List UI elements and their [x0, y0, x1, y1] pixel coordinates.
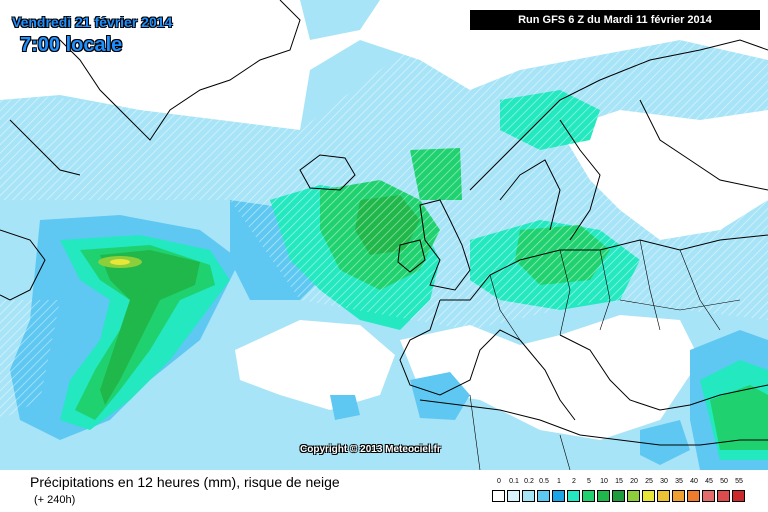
- legend-swatch: [582, 490, 595, 502]
- snow-risk-hatch: [0, 40, 768, 330]
- legend-label: 0.5: [539, 478, 549, 485]
- legend-label: 0: [497, 478, 501, 485]
- coastlines: [0, 0, 768, 470]
- legend-label: 5: [587, 478, 591, 485]
- forecast-time: 7:00 locale: [20, 34, 123, 56]
- legend-swatch: [492, 490, 505, 502]
- legend-label: 45: [705, 478, 713, 485]
- legend-swatch: [672, 490, 685, 502]
- legend-swatch: [732, 490, 745, 502]
- snow-risk-hatch-west: [0, 300, 60, 420]
- legend-swatch: [567, 490, 580, 502]
- legend-swatch: [687, 490, 700, 502]
- legend-label: 2: [572, 478, 576, 485]
- legend-label: 30: [660, 478, 668, 485]
- legend-swatch: [552, 490, 565, 502]
- legend-swatch: [522, 490, 535, 502]
- forecast-date: Vendredi 21 février 2014: [12, 14, 173, 30]
- precip-peak-spot: [110, 259, 130, 265]
- legend-swatch: [627, 490, 640, 502]
- legend-swatch: [657, 490, 670, 502]
- footer: Précipitations en 12 heures (mm), risque…: [0, 470, 768, 512]
- legend-swatch: [597, 490, 610, 502]
- copyright-notice: Copyright © 2013 Meteociel.fr: [300, 444, 441, 455]
- legend-swatch: [642, 490, 655, 502]
- precipitation-map: Vendredi 21 février 2014 7:00 locale Run…: [0, 0, 768, 470]
- legend-label: 20: [630, 478, 638, 485]
- legend-label: 15: [615, 478, 623, 485]
- legend-label: 1: [557, 478, 561, 485]
- legend-label: 25: [645, 478, 653, 485]
- legend-swatch: [717, 490, 730, 502]
- legend-label: 35: [675, 478, 683, 485]
- legend-label: 50: [720, 478, 728, 485]
- run-info-banner: Run GFS 6 Z du Mardi 11 février 2014: [470, 10, 760, 30]
- legend-label: 10: [600, 478, 608, 485]
- legend-swatch: [702, 490, 715, 502]
- legend-label: 0.2: [524, 478, 534, 485]
- legend-swatch: [537, 490, 550, 502]
- legend-swatch: [612, 490, 625, 502]
- legend-swatch: [507, 490, 520, 502]
- forecast-horizon: (+ 240h): [34, 494, 76, 506]
- map-canvas: [0, 0, 768, 470]
- legend-label: 40: [690, 478, 698, 485]
- map-title: Précipitations en 12 heures (mm), risque…: [30, 474, 340, 490]
- legend-label: 0.1: [509, 478, 519, 485]
- legend-label: 55: [735, 478, 743, 485]
